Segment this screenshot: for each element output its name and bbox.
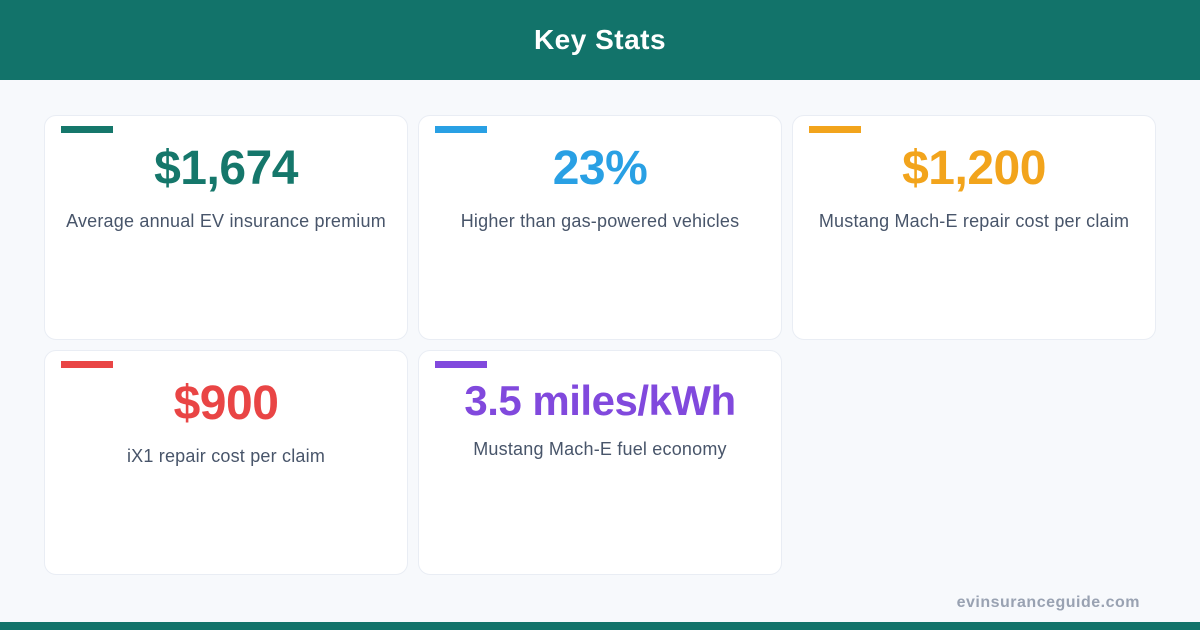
website-credit: evinsuranceguide.com (956, 594, 1140, 611)
stat-label: Mustang Mach-E repair cost per claim (818, 210, 1130, 231)
stat-card-ix1-repair: $900 iX1 repair cost per claim (44, 350, 408, 575)
stat-value: $900 (173, 377, 279, 430)
stat-label: Average annual EV insurance premium (66, 210, 386, 231)
stat-value: 23% (552, 142, 648, 195)
card-accent-bar (61, 126, 113, 133)
stat-value: $1,674 (154, 142, 298, 195)
bottom-accent-bar (0, 622, 1200, 630)
card-accent-bar (435, 361, 487, 368)
stat-value: 3.5 miles/kWh (464, 377, 736, 424)
stat-card-mach-e-repair: $1,200 Mustang Mach-E repair cost per cl… (792, 115, 1156, 340)
stat-card-ev-premium: $1,674 Average annual EV insurance premi… (44, 115, 408, 340)
stat-label: iX1 repair cost per claim (126, 445, 326, 466)
stat-card-fuel-economy: 3.5 miles/kWh Mustang Mach-E fuel econom… (418, 350, 782, 575)
stat-card-percent-higher: 23% Higher than gas-powered vehicles (418, 115, 782, 340)
stat-label: Mustang Mach-E fuel economy (473, 439, 727, 460)
page-title: Key Stats (533, 24, 667, 55)
card-accent-bar (435, 126, 487, 133)
footer: evinsuranceguide.com (0, 575, 1200, 622)
stat-label: Higher than gas-powered vehicles (460, 210, 740, 231)
card-accent-bar (809, 126, 861, 133)
stat-value: $1,200 (902, 142, 1046, 195)
stats-grid: $1,674 Average annual EV insurance premi… (44, 115, 1156, 575)
header-bar: Key Stats (0, 0, 1200, 80)
card-accent-bar (61, 361, 113, 368)
